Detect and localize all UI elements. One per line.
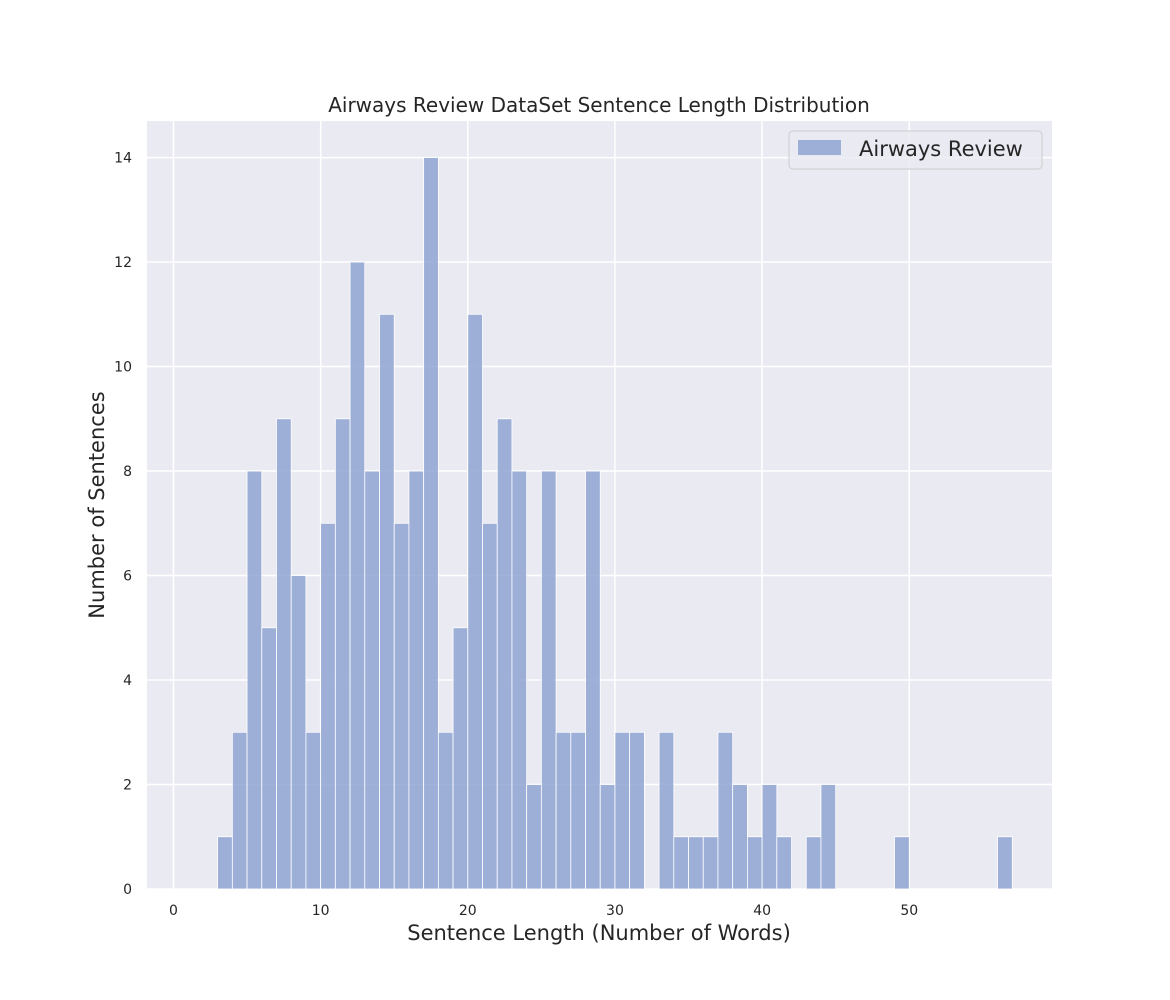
x-tick-label: 20	[459, 903, 477, 919]
legend-label: Airways Review	[859, 137, 1023, 161]
histogram-bar	[673, 836, 689, 890]
x-tick-label: 50	[900, 903, 918, 919]
histogram-bar	[246, 470, 263, 890]
y-tick-label: 2	[123, 778, 132, 794]
histogram-bar	[320, 522, 336, 890]
histogram-bar	[776, 836, 792, 890]
histogram-bar	[261, 627, 277, 890]
histogram-bar	[276, 418, 292, 890]
histogram-bar	[732, 784, 748, 890]
bars	[217, 157, 1013, 890]
histogram-bar	[805, 836, 822, 890]
histogram-bar	[334, 418, 351, 890]
histogram-bar	[305, 731, 322, 890]
legend-frame	[788, 130, 1043, 170]
histogram-bar	[482, 522, 498, 890]
y-tick-label: 4	[123, 673, 132, 689]
histogram-bar	[290, 575, 307, 890]
histogram-bar	[894, 836, 910, 890]
histogram-bar	[614, 731, 631, 890]
x-tick-labels: 0 10 20 30 40 50	[169, 903, 918, 919]
histogram-bar	[467, 313, 483, 890]
histogram-bar	[496, 418, 513, 890]
histogram-bar	[717, 731, 734, 890]
histogram-bar	[423, 157, 439, 890]
histogram-bar	[761, 784, 778, 890]
y-tick-labels: 0 2 4 6 8 10 12 14	[114, 151, 132, 898]
histogram-bar	[629, 731, 645, 890]
y-tick-label: 12	[114, 255, 132, 271]
y-axis-label: Number of Sentences	[85, 391, 109, 618]
y-tick-label: 6	[123, 569, 132, 585]
x-tick-label: 0	[169, 903, 178, 919]
histogram-bar	[540, 470, 557, 890]
y-tick-label: 0	[123, 882, 132, 898]
y-tick-label: 14	[114, 151, 132, 167]
histogram-bar	[658, 731, 675, 890]
histogram-bar	[408, 470, 425, 890]
legend: Airways Review	[788, 130, 1043, 170]
histogram-bar	[452, 627, 469, 890]
histogram-bar	[997, 836, 1013, 890]
chart-title: Airways Review DataSet Sentence Length D…	[328, 93, 870, 117]
histogram-bar	[599, 784, 616, 890]
histogram-bar	[511, 470, 528, 890]
histogram-bar	[364, 470, 380, 890]
histogram-bar	[555, 731, 572, 890]
x-tick-label: 10	[312, 903, 330, 919]
histogram-bar	[217, 836, 233, 890]
y-tick-label: 10	[114, 360, 132, 376]
legend-swatch	[798, 140, 841, 155]
histogram-bar	[349, 261, 366, 890]
histogram-bar	[379, 313, 395, 890]
x-tick-label: 40	[753, 903, 771, 919]
y-tick-label: 8	[123, 464, 132, 480]
histogram-bar	[820, 784, 837, 890]
histogram-bar	[746, 836, 763, 890]
histogram-bar	[437, 731, 454, 890]
histogram-bar	[231, 731, 248, 890]
x-axis-label: Sentence Length (Number of Words)	[407, 921, 791, 945]
histogram-bar	[526, 784, 542, 890]
histogram-bar	[585, 470, 601, 890]
histogram-bar	[393, 522, 410, 890]
histogram-bar	[688, 836, 704, 890]
histogram-bar	[702, 836, 719, 890]
x-tick-label: 30	[606, 903, 624, 919]
histogram-bar	[570, 731, 586, 890]
